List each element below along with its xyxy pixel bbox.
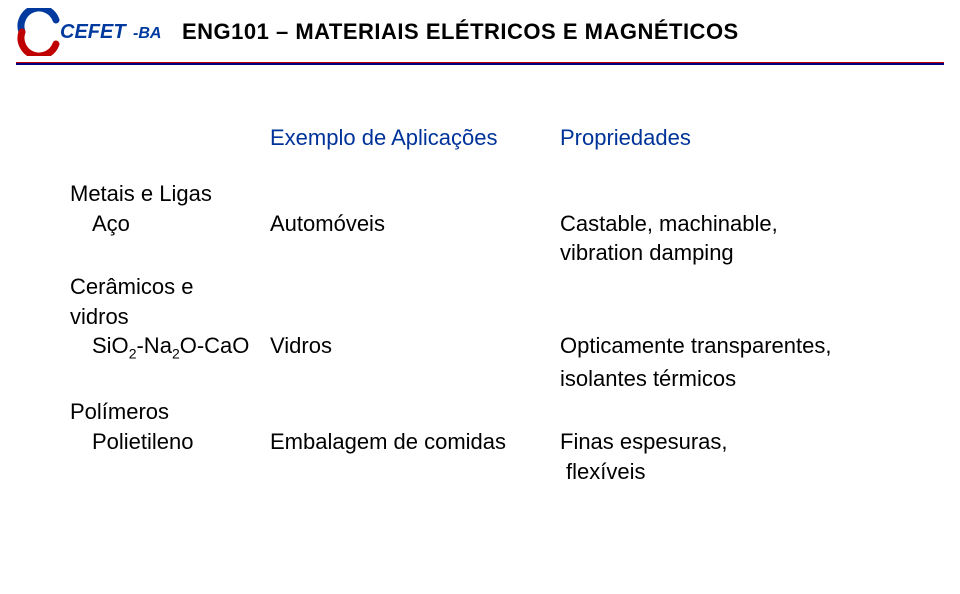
row-polietileno: Polietileno Embalagem de comidas Finas e…	[70, 427, 890, 457]
col-header-empty	[70, 125, 270, 151]
sio-mid: -Na	[136, 333, 171, 358]
column-headers: Exemplo de Aplicações Propriedades	[70, 125, 890, 151]
ex-sio: Vidros	[270, 331, 560, 361]
row-aco-2: vibration damping	[70, 238, 890, 268]
prop-aco-1: Castable, machinable,	[560, 209, 890, 239]
slide: CEFET -BA ENG101 – MATERIAIS ELÉTRICOS E…	[0, 0, 960, 594]
sio-prefix: SiO	[92, 333, 129, 358]
label-polietileno: Polietileno	[70, 427, 270, 457]
prop-sio-2: isolantes térmicos	[560, 364, 890, 394]
prop-sio-1: Opticamente transparentes,	[560, 331, 890, 361]
row-sio-2: isolantes térmicos	[70, 364, 890, 394]
group-polimeros: Polímeros	[70, 397, 890, 427]
svg-text:CEFET: CEFET	[60, 21, 127, 43]
label-ceramicos-2: vidros	[70, 302, 270, 332]
svg-text:-BA: -BA	[133, 25, 161, 42]
group-metais: Metais e Ligas	[70, 179, 890, 209]
label-ceramicos-1: Cerâmicos e	[70, 272, 270, 302]
row-sio: SiO2-Na2O-CaO Vidros Opticamente transpa…	[70, 331, 890, 363]
header-rule	[0, 56, 960, 65]
row-aco: Aço Automóveis Castable, machinable,	[70, 209, 890, 239]
content-area: Exemplo de Aplicações Propriedades Metai…	[0, 65, 960, 486]
prop-polietileno-2: flexíveis	[560, 457, 890, 487]
course-title: ENG101 – MATERIAIS ELÉTRICOS E MAGNÉTICO…	[182, 19, 739, 45]
prop-aco-2: vibration damping	[560, 238, 890, 268]
group-ceramicos-1: Cerâmicos e	[70, 272, 890, 302]
label-metais: Metais e Ligas	[70, 179, 270, 209]
col-header-properties: Propriedades	[560, 125, 890, 151]
label-sio: SiO2-Na2O-CaO	[70, 331, 270, 363]
group-ceramicos-2: vidros	[70, 302, 890, 332]
prop-polietileno-1: Finas espesuras,	[560, 427, 890, 457]
ex-polietileno: Embalagem de comidas	[270, 427, 560, 457]
cefet-logo-svg: CEFET -BA	[16, 8, 166, 56]
cefet-logo: CEFET -BA	[16, 8, 166, 56]
row-polietileno-2: flexíveis	[70, 457, 890, 487]
label-aco: Aço	[70, 209, 270, 239]
label-polimeros: Polímeros	[70, 397, 270, 427]
ex-aco: Automóveis	[270, 209, 560, 239]
slide-header: CEFET -BA ENG101 – MATERIAIS ELÉTRICOS E…	[0, 0, 960, 56]
sio-end: O-CaO	[180, 333, 250, 358]
sio-sub2: 2	[172, 346, 180, 362]
col-header-examples: Exemplo de Aplicações	[270, 125, 560, 151]
